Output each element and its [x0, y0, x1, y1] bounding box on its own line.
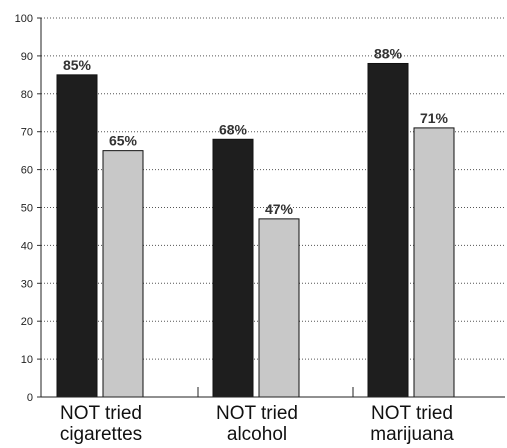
- y-tick-label: 20: [21, 316, 33, 328]
- bar-series-1-2: [212, 138, 254, 398]
- bar-series-1-3: [367, 62, 409, 398]
- y-tick-label: 10: [21, 354, 33, 366]
- y-tick-label: 90: [21, 51, 33, 63]
- category-label: alcohol: [227, 424, 287, 445]
- y-axis-ticks: 0 10 20 30 40 50 60 70 80 90 100: [15, 13, 41, 404]
- data-label: 85%: [63, 57, 92, 73]
- axes: [40, 18, 505, 398]
- data-label: 68%: [219, 121, 248, 137]
- bar-series-1-1: [56, 74, 98, 398]
- bar-series-2-1: [102, 150, 144, 398]
- y-tick-label: 100: [15, 13, 33, 25]
- category-label: NOT tried: [60, 403, 142, 424]
- data-label: 71%: [420, 110, 449, 126]
- y-tick-label: 50: [21, 203, 33, 215]
- bars: [56, 62, 455, 398]
- y-tick-label: 60: [21, 165, 33, 177]
- data-label: 88%: [374, 45, 403, 61]
- y-tick-label: 70: [21, 127, 33, 139]
- category-label: NOT tried: [216, 403, 298, 424]
- data-labels: 85% 68% 88% 65% 47% 71%: [63, 45, 449, 216]
- data-label: 47%: [265, 201, 294, 217]
- category-label: cigarettes: [60, 424, 142, 445]
- data-label: 65%: [109, 133, 138, 149]
- y-tick-label: 80: [21, 89, 33, 101]
- bar-series-2-3: [413, 127, 455, 398]
- category-label: NOT tried: [371, 403, 453, 424]
- category-label: marijuana: [370, 424, 454, 445]
- y-tick-label: 30: [21, 278, 33, 290]
- bar-series-2-2: [258, 218, 300, 398]
- y-tick-label: 40: [21, 240, 33, 252]
- y-tick-label: 0: [27, 392, 33, 404]
